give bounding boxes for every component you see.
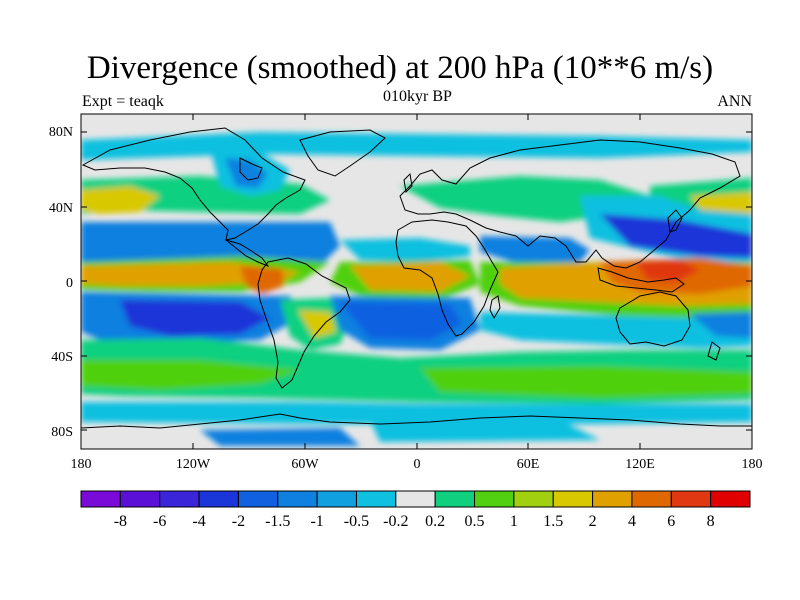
x-tick-label: 60W [291,457,319,472]
colorbar-label: -1 [310,513,323,530]
coast-antarctica [81,413,752,429]
contour-region-blue [225,158,268,188]
colorbar-label: 6 [667,513,675,530]
x-tick-label: 120W [176,457,211,472]
contour-region-lime [81,360,300,390]
colorbar-label: -0.2 [383,513,408,530]
colorbar-labels: -8 -6 -4 -2 -1.5 -1 -0.5 -0.2 0.2 0.5 1 1.5 2 4 6 8 [114,513,715,530]
coast-new-zealand [707,341,721,361]
contour-region-blue [200,428,360,446]
colorbar-swatch [355,490,397,508]
colorbar-swatch [316,490,357,508]
colorbar-swatch [198,490,239,508]
contour-region-sky [480,312,752,348]
colorbar-swatch [159,490,200,508]
coast-maritime-continent [597,267,685,293]
x-axis-labels: 180 120W 60W 0 60E 120E 180 [71,457,763,472]
contour-region-lime [420,366,752,398]
coast-australia [615,291,691,347]
colorbar-label: 0.5 [465,513,485,530]
x-tick-label: 60E [517,457,540,472]
contour-region-blue [690,312,752,338]
colorbar-label: 1 [510,513,518,530]
coast-north-america [81,127,306,241]
x-tick-label: 180 [71,457,92,472]
divergence-field [81,114,752,449]
coast-central-america [225,239,270,268]
contour-region-red [636,260,700,282]
colorbar-label: -6 [153,513,166,530]
season-label: ANN [717,93,752,110]
coastlines [81,127,752,429]
colorbar-swatch [474,490,515,508]
colorbar-swatch [277,490,318,508]
contour-region-dorange [240,266,284,294]
contour-region-navy [120,300,270,336]
colorbar-label: -0.5 [344,513,369,530]
colorbar-swatch [710,490,751,508]
y-tick-label: 40S [51,350,73,365]
contour-region-orange [350,262,470,292]
y-tick-label: 40N [49,201,73,216]
coast-greenland [299,129,386,177]
colorbar [80,490,751,508]
colorbar-swatch [631,490,672,508]
divergence-contour-fills [81,132,752,446]
coast-africa [395,219,499,337]
time-period-label: 010kyr BP [383,88,452,105]
coast-madagascar [489,295,501,320]
colorbar-swatch [552,490,594,508]
colorbar-swatch [434,490,476,508]
colorbar-swatch [592,490,633,508]
experiment-label: Expt = teaqk [82,93,164,110]
colorbar-swatch [513,490,554,508]
coast-hudson-bay [239,157,263,181]
contour-region-yellow [298,310,336,338]
colorbar-label: -8 [114,513,127,530]
colorbar-swatch [395,490,436,508]
coast-japan [667,209,683,233]
colorbar-label: 1.5 [543,513,563,530]
x-tick-label: 120E [625,457,655,472]
colorbar-label: -1.5 [265,513,290,530]
figure-title: Divergence (smoothed) at 200 hPa (10**6 … [86,50,714,86]
colorbar-label: 0.2 [425,513,445,530]
contour-region-yellow [81,186,160,214]
axis-ticks [80,114,753,449]
colorbar-label: -2 [232,513,245,530]
contour-region-sky [340,238,470,262]
colorbar-swatch [670,490,712,508]
coast-eurasia [399,139,741,269]
y-tick-label: 0 [66,276,73,291]
colorbar-label: 2 [589,513,597,530]
colorbar-swatch [119,490,161,508]
contour-region-sky [370,420,600,442]
colorbar-swatch [80,490,121,508]
coast-uk [403,172,413,194]
y-tick-label: 80N [49,125,73,140]
colorbar-swatch [237,490,279,508]
colorbar-label: -4 [192,513,205,530]
contour-region-dblue [340,302,462,340]
x-tick-label: 180 [742,457,763,472]
x-tick-label: 0 [414,457,421,472]
colorbar-label: 8 [707,513,715,530]
contour-region-navy [600,214,752,258]
colorbar-label: 4 [628,513,636,530]
y-axis-labels: 80N 40N 0 40S 80S [49,125,73,440]
contour-region-blue [81,222,340,266]
y-tick-label: 80S [51,425,73,440]
coast-south-america [257,257,351,389]
